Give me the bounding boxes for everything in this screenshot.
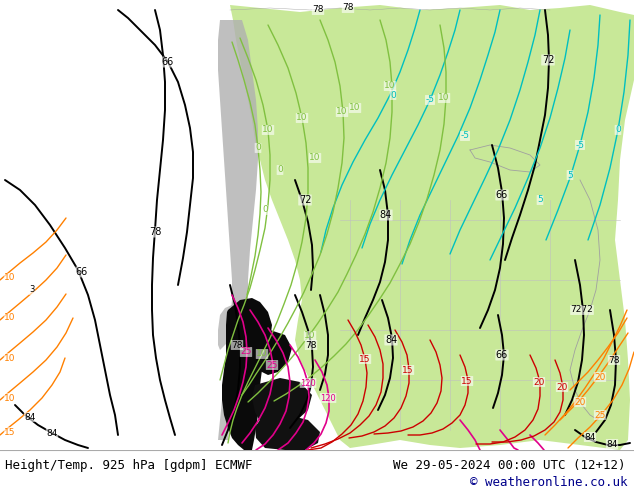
Text: 0: 0 bbox=[615, 125, 621, 134]
Text: 84: 84 bbox=[380, 210, 392, 220]
Text: 78: 78 bbox=[149, 227, 161, 237]
Text: © weatheronline.co.uk: © weatheronline.co.uk bbox=[470, 476, 628, 490]
Text: 5: 5 bbox=[567, 171, 573, 179]
Text: 78: 78 bbox=[313, 5, 324, 15]
Text: 10: 10 bbox=[262, 125, 274, 134]
Text: We 29-05-2024 00:00 UTC (12+12): We 29-05-2024 00:00 UTC (12+12) bbox=[393, 459, 626, 472]
Text: 10: 10 bbox=[304, 332, 316, 341]
Text: 66: 66 bbox=[162, 57, 174, 67]
Text: -5: -5 bbox=[460, 131, 470, 141]
Text: 20: 20 bbox=[594, 372, 605, 382]
Polygon shape bbox=[230, 5, 634, 450]
Text: 0: 0 bbox=[390, 91, 396, 99]
Text: 25: 25 bbox=[594, 411, 605, 419]
Polygon shape bbox=[250, 330, 292, 375]
Polygon shape bbox=[218, 305, 240, 350]
Text: -5: -5 bbox=[425, 96, 434, 104]
Text: 78: 78 bbox=[608, 356, 620, 365]
Text: 10: 10 bbox=[384, 81, 396, 91]
Polygon shape bbox=[218, 20, 258, 440]
Text: 10: 10 bbox=[349, 103, 361, 113]
Text: 66: 66 bbox=[496, 350, 508, 360]
Text: 120: 120 bbox=[320, 393, 336, 402]
Text: 0: 0 bbox=[277, 166, 283, 174]
Polygon shape bbox=[255, 415, 320, 450]
Text: 20: 20 bbox=[574, 397, 586, 407]
Text: 66: 66 bbox=[76, 267, 88, 277]
Text: 10: 10 bbox=[4, 273, 16, 283]
Text: 15: 15 bbox=[402, 366, 414, 374]
Text: 78: 78 bbox=[305, 341, 317, 349]
Text: 10: 10 bbox=[4, 314, 16, 322]
Text: 72: 72 bbox=[299, 195, 311, 205]
Text: 3: 3 bbox=[29, 286, 35, 294]
Text: 84: 84 bbox=[385, 335, 397, 345]
Text: 84: 84 bbox=[606, 440, 618, 448]
Text: 78: 78 bbox=[342, 3, 354, 13]
Text: 10: 10 bbox=[296, 114, 307, 122]
Text: 25: 25 bbox=[266, 361, 278, 369]
Text: 84: 84 bbox=[585, 433, 596, 441]
Text: 10: 10 bbox=[336, 107, 348, 117]
Text: 10: 10 bbox=[438, 94, 450, 102]
Text: 20: 20 bbox=[533, 377, 545, 387]
Text: 5: 5 bbox=[537, 196, 543, 204]
Text: 20: 20 bbox=[556, 383, 567, 392]
Text: 15: 15 bbox=[359, 354, 371, 364]
Text: 15: 15 bbox=[4, 427, 16, 437]
Polygon shape bbox=[222, 298, 272, 450]
Text: 120: 120 bbox=[300, 378, 316, 388]
Text: 84: 84 bbox=[46, 428, 58, 438]
Text: Height/Temp. 925 hPa [gdpm] ECMWF: Height/Temp. 925 hPa [gdpm] ECMWF bbox=[5, 459, 252, 472]
Text: 7272: 7272 bbox=[571, 305, 593, 315]
Text: 66: 66 bbox=[496, 190, 508, 200]
Text: 78: 78 bbox=[231, 341, 243, 349]
Text: 10: 10 bbox=[256, 349, 268, 359]
Text: -5: -5 bbox=[576, 141, 585, 149]
Text: 25: 25 bbox=[240, 347, 252, 357]
Text: 10: 10 bbox=[4, 353, 16, 363]
Text: 0: 0 bbox=[262, 205, 268, 215]
Text: 10: 10 bbox=[309, 153, 321, 163]
Text: 84: 84 bbox=[24, 413, 36, 421]
Text: 0: 0 bbox=[255, 144, 261, 152]
Text: 15: 15 bbox=[462, 376, 473, 386]
Polygon shape bbox=[252, 378, 312, 428]
Text: 72: 72 bbox=[541, 55, 554, 65]
Text: 10: 10 bbox=[4, 393, 16, 402]
